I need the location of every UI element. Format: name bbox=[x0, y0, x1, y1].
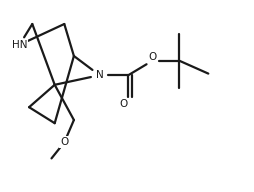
Text: HN: HN bbox=[12, 40, 27, 50]
Text: N: N bbox=[95, 70, 103, 80]
Text: O: O bbox=[119, 99, 127, 109]
Text: O: O bbox=[60, 137, 68, 147]
Text: O: O bbox=[148, 52, 156, 62]
